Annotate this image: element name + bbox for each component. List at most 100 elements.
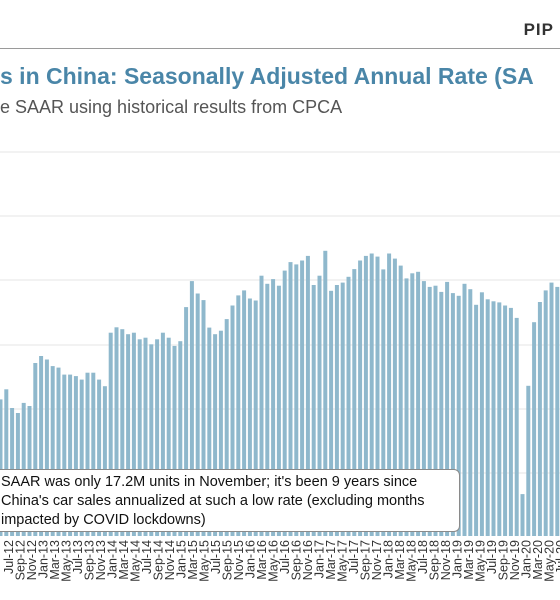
bar-21 — [120, 329, 125, 536]
tick-label: Nov-13 — [94, 540, 108, 580]
bar-54 — [311, 285, 316, 536]
bar-11 — [62, 374, 67, 536]
bar-14 — [79, 379, 84, 536]
bar-66 — [381, 269, 386, 536]
bar-93 — [537, 302, 542, 536]
tick-label: Nov-12 — [25, 540, 39, 580]
bar-0 — [0, 399, 3, 536]
bar-76 — [439, 291, 444, 536]
bar-67 — [387, 253, 392, 536]
bar-79 — [456, 295, 461, 536]
bar-18 — [102, 386, 107, 536]
bar-10 — [56, 367, 61, 536]
bar-71 — [410, 273, 415, 536]
brand-logo-text: PIP — [523, 20, 554, 39]
tick-label: May-13 — [59, 540, 73, 582]
bar-42 — [242, 290, 247, 536]
tick-label: Jan-15 — [174, 540, 188, 578]
bar-69 — [398, 265, 403, 536]
bar-63 — [363, 255, 368, 536]
tick-label: Jul-13 — [71, 540, 85, 574]
bar-40 — [230, 305, 235, 536]
annotation-line-2: China's car sales annualized at such a l… — [1, 493, 425, 509]
bar-83 — [479, 292, 484, 536]
tick-label: Mar-14 — [117, 540, 131, 580]
tick-label: Nov-15 — [232, 540, 246, 580]
tick-label: Nov-16 — [301, 540, 315, 580]
tick-label: Jul-19 — [485, 540, 499, 574]
bar-32 — [184, 307, 189, 536]
bar-19 — [108, 332, 113, 536]
bar-25 — [143, 337, 148, 536]
bar-8 — [44, 359, 49, 536]
tick-label: Jan-20 — [519, 540, 533, 578]
chart-subtitle: e SAAR using historical results from CPC… — [0, 97, 343, 117]
tick-label: Jan-14 — [105, 540, 119, 578]
tick-label: Sep-12 — [13, 540, 27, 580]
annotation-line-3: impacted by COVID lockdowns) — [1, 512, 206, 528]
bar-68 — [392, 258, 397, 536]
tick-label: Jan-13 — [36, 540, 50, 578]
annotation-line-1: SAAR was only 17.2M units in November; i… — [1, 474, 418, 490]
bar-57 — [329, 290, 334, 536]
bar-43 — [247, 298, 252, 536]
bar-95 — [549, 282, 554, 536]
tick-label: Sep-16 — [289, 540, 303, 580]
bar-51 — [294, 264, 299, 536]
bar-74 — [427, 286, 432, 536]
bar-56 — [323, 250, 328, 537]
bar-45 — [259, 275, 264, 536]
tick-label: May-14 — [128, 540, 142, 582]
tick-label: Jan-17 — [312, 540, 326, 578]
bar-28 — [160, 332, 165, 536]
bar-9 — [50, 366, 55, 536]
tick-label: Mar-19 — [462, 540, 476, 580]
bar-84 — [485, 299, 490, 536]
bar-1 — [4, 389, 9, 536]
chart-title: s in China: Seasonally Adjusted Annual R… — [0, 63, 534, 89]
bar-80 — [462, 283, 467, 536]
tick-label: Sep-13 — [82, 540, 96, 580]
bar-86 — [497, 302, 502, 536]
bar-12 — [68, 374, 73, 536]
bar-58 — [334, 285, 339, 536]
bar-36 — [207, 327, 212, 536]
bar-31 — [178, 341, 183, 536]
tick-label: Mar-16 — [255, 540, 269, 580]
bar-78 — [450, 293, 455, 536]
tick-label: Sep-15 — [220, 540, 234, 580]
bar-48 — [276, 285, 281, 536]
bar-87 — [503, 305, 508, 536]
tick-label: Mar-15 — [186, 540, 200, 580]
bar-73 — [421, 281, 426, 536]
tick-label: Jan-18 — [381, 540, 395, 578]
bar-77 — [445, 281, 450, 536]
bar-15 — [85, 372, 90, 536]
bar-23 — [131, 332, 136, 536]
bar-61 — [352, 269, 357, 536]
bar-75 — [433, 285, 438, 536]
bar-50 — [288, 262, 293, 536]
bar-91 — [526, 385, 531, 536]
bar-52 — [300, 260, 305, 536]
tick-label: Jul-15 — [209, 540, 223, 574]
tick-label: May-20 — [542, 540, 556, 582]
tick-label: Sep-18 — [427, 540, 441, 580]
header-rule — [0, 48, 560, 49]
bar-24 — [137, 339, 142, 536]
tick-label: Jul-18 — [416, 540, 430, 574]
tick-label: Nov-18 — [439, 540, 453, 580]
bar-37 — [213, 334, 218, 536]
tick-label: Jan-19 — [450, 540, 464, 578]
bar-92 — [532, 322, 537, 536]
bar-35 — [201, 300, 206, 536]
tick-label: Mar-18 — [393, 540, 407, 580]
tick-label: Sep-14 — [151, 540, 165, 580]
tick-label: Jul-12 — [2, 540, 16, 574]
bar-60 — [346, 276, 351, 536]
bar-17 — [97, 379, 102, 536]
tick-label: Mar-17 — [324, 540, 338, 580]
bar-81 — [468, 289, 473, 536]
bar-59 — [340, 282, 345, 536]
bar-44 — [253, 300, 258, 536]
